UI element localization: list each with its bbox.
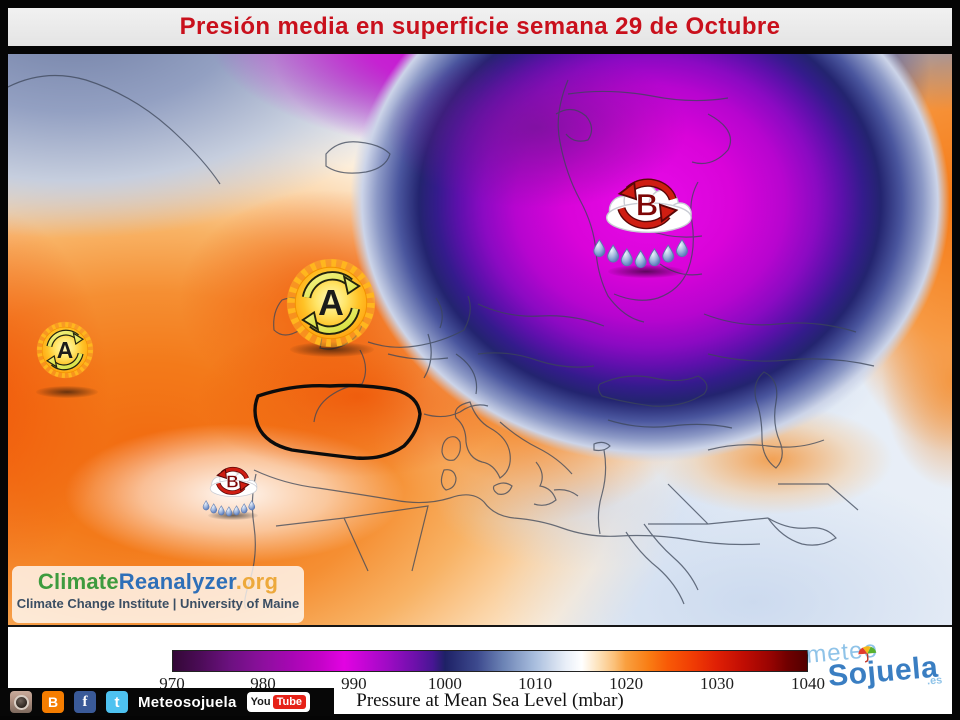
title-bar: Presión media en superficie semana 29 de… xyxy=(8,8,952,46)
umbrella-icon xyxy=(858,646,877,663)
meteosojuela-logo: meteo Sojuela .es xyxy=(795,629,955,714)
logo-es: .es xyxy=(926,674,943,688)
pressure-colorbar xyxy=(172,650,808,672)
page-title: Presión media en superficie semana 29 de… xyxy=(179,13,781,40)
rain-drops-icon xyxy=(202,500,256,517)
colorbar-tick: 990 xyxy=(341,674,367,693)
attribution-institute: Climate Change Institute | University of… xyxy=(16,596,300,611)
attribution-box: ClimateReanalyzer.org Climate Change Ins… xyxy=(12,566,304,623)
youtube-tube-text: Tube xyxy=(272,695,307,709)
colorbar-caption: Pressure at Mean Sea Level (mbar) xyxy=(356,690,624,711)
attribution-site-climate: Climate xyxy=(37,569,119,594)
high-pressure-sun-icon: A xyxy=(36,321,94,379)
twitter-icon[interactable]: t xyxy=(106,691,128,713)
colorbar-tick: 1010 xyxy=(518,674,553,693)
coastlines xyxy=(8,74,875,610)
system-letter: B xyxy=(636,188,659,223)
icon-shadow xyxy=(290,342,374,357)
low-pressure-cloud-icon: B xyxy=(593,178,692,269)
attribution-site-org: .org xyxy=(235,569,279,594)
system-letter: A xyxy=(318,283,344,323)
low-pressure-cloud-icon: B xyxy=(202,466,258,517)
blogger-icon[interactable]: B xyxy=(42,691,64,713)
camera-lens xyxy=(13,694,29,710)
youtube-icon[interactable]: You Tube xyxy=(246,692,311,712)
colorbar-tick: 1040 xyxy=(791,674,825,693)
iberia-outline xyxy=(253,383,422,460)
system-letter: A xyxy=(57,337,73,363)
attribution-site: ClimateReanalyzer.org xyxy=(12,569,304,595)
pressure-map xyxy=(8,54,952,627)
colorbar-tick: 1030 xyxy=(700,674,735,693)
youtube-you-text: You xyxy=(250,696,271,708)
instagram-icon[interactable] xyxy=(10,691,32,713)
high-pressure-sun-icon: A xyxy=(286,258,376,348)
social-strip: B f t Meteosojuela You Tube xyxy=(0,688,334,716)
twitter-letter: t xyxy=(114,693,120,711)
rain-drops-icon xyxy=(593,238,688,269)
brand-label: Meteosojuela xyxy=(138,693,237,711)
system-letter: B xyxy=(226,471,238,491)
colorbar-tick: 1000 xyxy=(427,674,462,693)
attribution-site-reanalyzer: Reanalyzer xyxy=(118,569,236,594)
colorbar-tick: 1020 xyxy=(609,674,644,693)
facebook-icon[interactable]: f xyxy=(74,691,96,713)
facebook-letter: f xyxy=(82,693,88,710)
icon-shadow xyxy=(36,386,98,398)
blogger-letter: B xyxy=(47,694,59,710)
icon-shadow xyxy=(608,265,684,278)
icon-shadow xyxy=(208,511,258,520)
